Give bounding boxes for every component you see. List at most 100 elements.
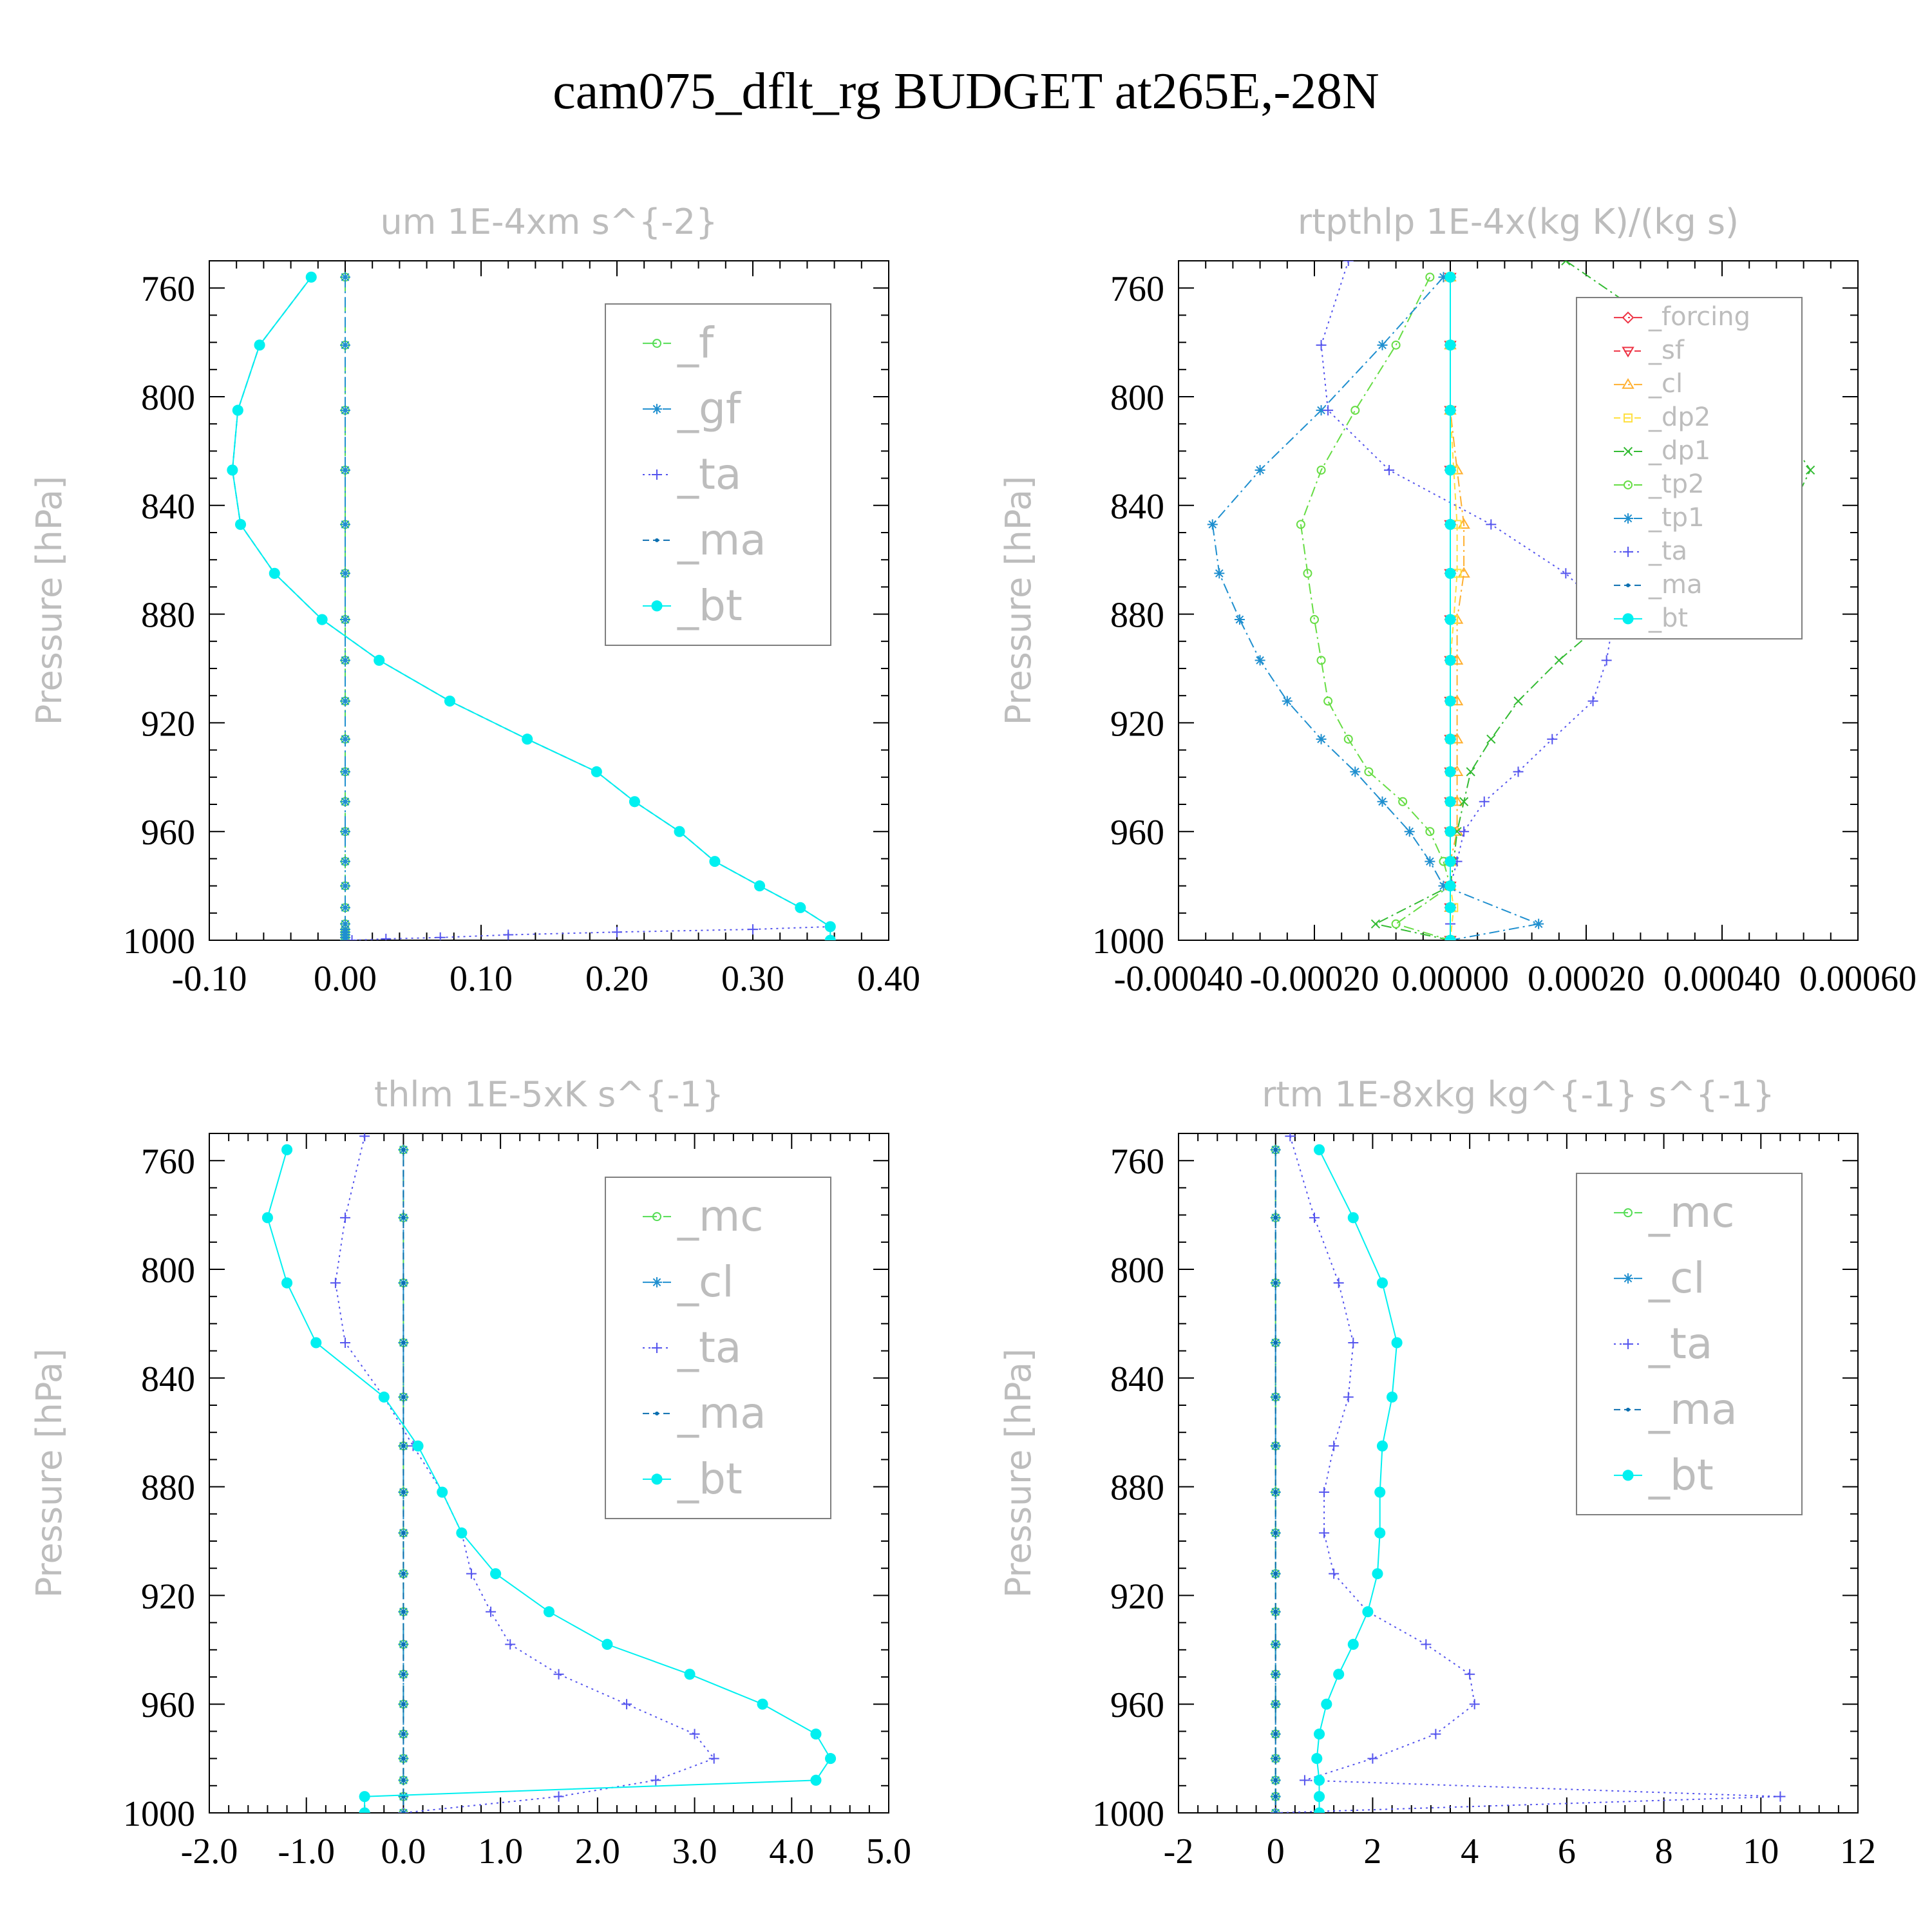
data-point xyxy=(1309,1212,1320,1223)
data-point xyxy=(612,927,622,938)
data-point xyxy=(652,404,662,415)
data-point xyxy=(381,933,392,940)
legend-item-ma: _ma xyxy=(1614,1385,1738,1434)
legend-item-cl: _cl xyxy=(1614,369,1683,399)
y-tick-label: 880 xyxy=(141,596,195,636)
legend-item-dp1: _dp1 xyxy=(1614,436,1710,466)
data-point xyxy=(1438,880,1449,891)
data-point xyxy=(1316,656,1326,665)
y-tick-label: 1000 xyxy=(123,1794,195,1834)
data-point xyxy=(1313,1791,1325,1803)
data-point xyxy=(553,1669,564,1680)
plot-area xyxy=(227,271,836,940)
data-point xyxy=(359,1807,370,1813)
data-point xyxy=(1622,378,1634,389)
data-point xyxy=(305,271,317,283)
series-dp2 xyxy=(1446,272,1462,940)
legend-label: _ta xyxy=(677,450,741,499)
data-point xyxy=(1316,465,1326,475)
legend-item-dp2: _dp2 xyxy=(1614,402,1710,432)
y-axis-label: Pressure [hPa] xyxy=(998,476,1039,725)
plot-area xyxy=(1207,261,1815,940)
data-point xyxy=(1367,1753,1378,1764)
data-point xyxy=(1313,1728,1325,1740)
y-tick-label: 880 xyxy=(1110,596,1164,636)
data-point xyxy=(340,568,350,579)
data-point xyxy=(503,929,514,940)
data-point xyxy=(401,1490,406,1495)
legend-label: _bt xyxy=(677,1454,743,1504)
x-tick-label: 0.40 xyxy=(857,959,920,999)
data-point xyxy=(795,902,806,913)
data-point xyxy=(1273,1490,1278,1495)
legend-label: _mc xyxy=(677,1191,764,1241)
data-point xyxy=(601,1638,613,1650)
series-line xyxy=(1320,261,1615,940)
data-point xyxy=(232,404,243,416)
data-point xyxy=(1214,568,1225,579)
x-tick-label: 0 xyxy=(1267,1832,1285,1871)
data-point xyxy=(1377,796,1388,807)
data-point xyxy=(652,1277,662,1288)
data-point xyxy=(490,1568,502,1580)
data-point xyxy=(1444,339,1456,351)
legend-item-mc: _mc xyxy=(1614,1188,1735,1237)
y-tick-label: 960 xyxy=(1110,1685,1164,1725)
data-point xyxy=(1623,1273,1633,1284)
data-point xyxy=(1444,766,1456,777)
data-point xyxy=(412,1440,424,1452)
legend-label: _gf xyxy=(677,384,742,433)
y-tick-label: 760 xyxy=(1110,269,1164,309)
data-point xyxy=(1282,696,1293,706)
x-tick-label: 8 xyxy=(1655,1832,1673,1871)
data-point xyxy=(1623,1339,1633,1349)
data-point xyxy=(621,1699,632,1710)
data-point xyxy=(1376,1440,1388,1452)
data-point xyxy=(1347,1212,1359,1224)
data-point xyxy=(1329,1441,1340,1452)
data-point xyxy=(1273,1340,1278,1345)
series-ta xyxy=(1316,261,1619,940)
x-tick-label: 4.0 xyxy=(769,1832,814,1871)
data-point xyxy=(401,1609,406,1614)
data-point xyxy=(1313,1807,1325,1813)
data-point xyxy=(261,1212,273,1224)
y-tick-label: 960 xyxy=(141,1685,195,1725)
data-point xyxy=(1444,404,1456,416)
y-tick-label: 960 xyxy=(141,813,195,853)
data-point xyxy=(456,1527,468,1539)
data-point xyxy=(1234,614,1245,625)
data-point xyxy=(1391,1337,1403,1349)
data-point xyxy=(340,880,350,891)
data-point xyxy=(505,1639,516,1650)
plot-area xyxy=(1270,1133,1786,1813)
data-point xyxy=(1513,696,1523,706)
y-tick-label: 840 xyxy=(141,1359,195,1399)
data-point xyxy=(401,1215,406,1220)
data-point xyxy=(1364,767,1374,777)
data-point xyxy=(1273,1444,1278,1448)
data-point xyxy=(340,918,350,929)
data-point xyxy=(1623,446,1633,457)
legend-label: _bt xyxy=(677,581,743,630)
legend-label: _ma xyxy=(1648,1385,1738,1434)
data-point xyxy=(1343,261,1354,266)
data-point xyxy=(1391,340,1401,350)
y-tick-label: 880 xyxy=(1110,1468,1164,1508)
data-point xyxy=(1469,1699,1480,1710)
data-point xyxy=(340,614,350,625)
legend-box xyxy=(1576,297,1803,639)
legend: _mc _cl _ta _ma _bt xyxy=(605,1177,831,1519)
y-tick-label: 800 xyxy=(1110,378,1164,418)
data-point xyxy=(1444,696,1456,707)
legend-item-ta: _ta xyxy=(1614,536,1687,566)
data-point xyxy=(401,1642,406,1647)
data-point xyxy=(651,1473,663,1485)
legend-label: _mc xyxy=(1648,1188,1735,1237)
data-point xyxy=(1624,413,1633,423)
data-point xyxy=(1347,1638,1359,1650)
x-tick-label: 0.30 xyxy=(721,959,784,999)
data-point xyxy=(340,519,350,530)
chart-title: rtpthlp 1E-4x(kg K)/(kg s) xyxy=(1298,202,1739,242)
